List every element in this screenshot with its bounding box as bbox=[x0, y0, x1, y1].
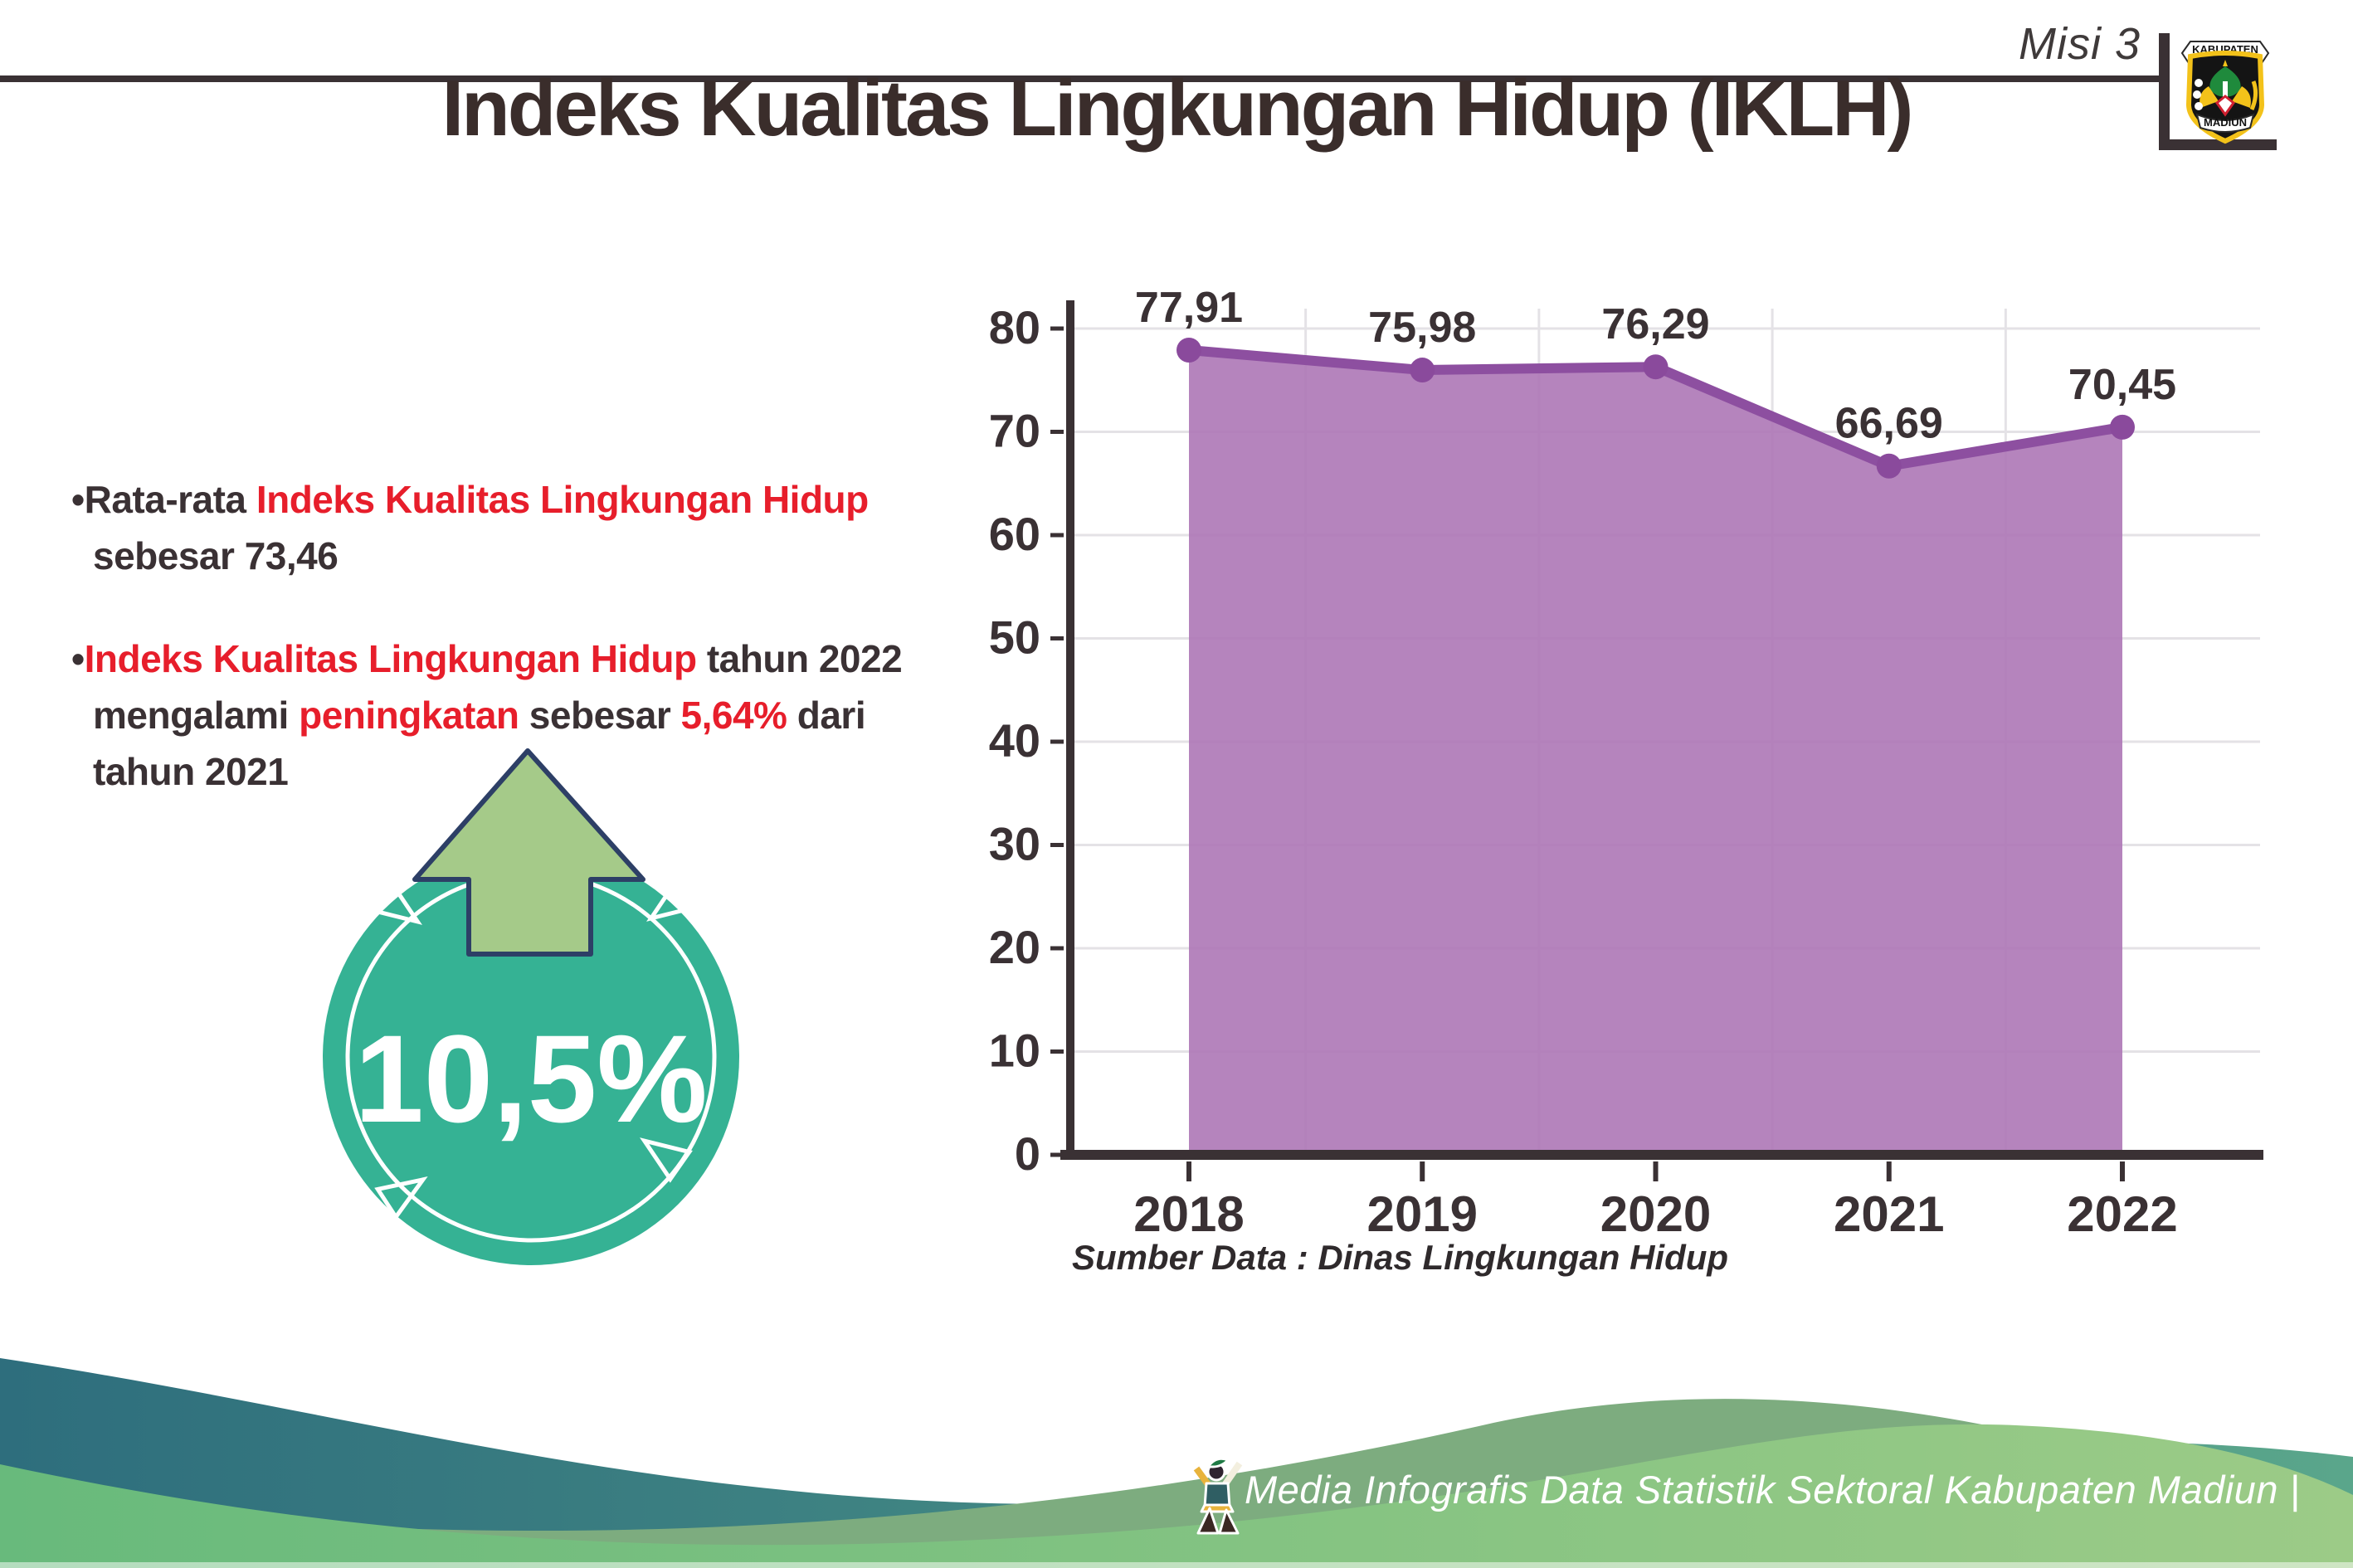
bullet-text: sebesar bbox=[519, 694, 681, 737]
logo-bracket-vertical bbox=[2159, 33, 2170, 149]
bullet-text-red: Indeks Kualitas Lingkungan Hidup bbox=[84, 637, 697, 680]
logo-inner-shield bbox=[2214, 95, 2236, 117]
data-label: 66,69 bbox=[1835, 400, 1943, 448]
data-markers bbox=[1176, 338, 2135, 479]
bullet-dot: • bbox=[71, 478, 85, 521]
data-point bbox=[1176, 338, 1201, 363]
mascot-sash bbox=[1200, 1503, 1235, 1513]
y-tick-label: 60 bbox=[989, 508, 1040, 560]
logo-star-icon bbox=[2223, 60, 2228, 66]
x-axis-line bbox=[1060, 1150, 2263, 1160]
bullet-text: dari bbox=[787, 694, 866, 737]
footer-wave bbox=[0, 1358, 2353, 1568]
badge-circle bbox=[323, 849, 739, 1265]
x-axis-ticks: 2018 2019 2020 2021 2022 bbox=[1133, 1161, 2178, 1242]
bullet-dot: • bbox=[71, 637, 85, 680]
x-tick-label: 2018 bbox=[1133, 1186, 1244, 1242]
triangle-icon bbox=[374, 1176, 428, 1221]
logo-cotton-icon bbox=[2195, 79, 2203, 87]
bullet-line: tahun 2021 bbox=[71, 743, 1001, 800]
y-tick-label: 30 bbox=[989, 818, 1040, 870]
data-point bbox=[1876, 453, 1902, 479]
source-note: Sumber Data : Dinas Lingkungan Hidup bbox=[1072, 1238, 1729, 1277]
badge-accent-triangles bbox=[369, 876, 699, 1221]
data-point bbox=[1410, 358, 1435, 383]
x-tick-label: 2020 bbox=[1600, 1186, 1711, 1242]
mascot-left-leg bbox=[1196, 1507, 1220, 1535]
logo-right-wing-icon bbox=[2232, 86, 2251, 108]
bullet-line: •Indeks Kualitas Lingkungan Hidup tahun … bbox=[71, 631, 1001, 687]
triangle-icon bbox=[369, 879, 423, 925]
data-point bbox=[1643, 354, 1669, 380]
logo-wheat-icon bbox=[2249, 80, 2258, 111]
wave-bottom-strip bbox=[0, 1562, 2353, 1568]
y-tick-label: 10 bbox=[989, 1025, 1040, 1077]
bullet-list: •Rata-rata Indeks Kualitas Lingkungan Hi… bbox=[71, 471, 1001, 800]
bullet-line: •Rata-rata Indeks Kualitas Lingkungan Hi… bbox=[71, 471, 1001, 528]
bullet-text: tahun 2022 bbox=[696, 637, 903, 680]
misi-label: Misi 3 bbox=[2018, 19, 2141, 69]
triangle-icon bbox=[639, 1137, 693, 1183]
y-tick-label: 70 bbox=[989, 405, 1040, 457]
bullet-item-average: •Rata-rata Indeks Kualitas Lingkungan Hi… bbox=[71, 471, 1001, 584]
y-tick-label: 0 bbox=[1015, 1127, 1040, 1180]
mascot-icon bbox=[1193, 1457, 1243, 1535]
logo-bracket-horizontal bbox=[2159, 139, 2277, 150]
data-label: 75,98 bbox=[1368, 304, 1476, 352]
mascot-torso bbox=[1203, 1482, 1231, 1508]
area-fill bbox=[1189, 350, 2122, 1155]
bullet-text: mengalami bbox=[93, 694, 300, 737]
increase-badge: 10,5% bbox=[323, 748, 739, 1265]
bullet-item-increase: •Indeks Kualitas Lingkungan Hidup tahun … bbox=[71, 631, 1001, 800]
footer-caption: Media Infografis Data Statistik Sektoral… bbox=[1245, 1468, 2301, 1512]
logo-cotton-icon bbox=[2195, 102, 2203, 110]
logo-left-wing-icon bbox=[2200, 86, 2219, 108]
data-point bbox=[2110, 414, 2135, 440]
y-tick-label: 40 bbox=[989, 714, 1040, 767]
data-label: 76,29 bbox=[1601, 300, 1709, 348]
triangle-icon bbox=[645, 876, 699, 922]
y-tick-label: 50 bbox=[989, 611, 1040, 664]
bullet-text-red: peningkatan bbox=[299, 694, 519, 737]
logo-tree-trunk bbox=[2223, 81, 2228, 105]
mascot-hat-leaf bbox=[1206, 1457, 1230, 1468]
data-label: 70,45 bbox=[2068, 361, 2176, 409]
iklh-area-chart: 77,91 75,98 76,29 66,69 70,45 0 10 20 30 40 50 60 70… bbox=[989, 284, 2263, 1242]
page-title: Indeks Kualitas Lingkungan Hidup (IKLH) bbox=[441, 64, 1913, 153]
bullet-line: sebesar 73,46 bbox=[71, 528, 1001, 584]
y-tick-label: 80 bbox=[989, 301, 1040, 353]
kabupaten-madiun-logo: KABUPATEN MADIUN bbox=[2180, 41, 2270, 144]
logo-banner-bottom-text: MADIUN bbox=[2204, 116, 2247, 129]
badge-value: 10,5% bbox=[354, 1009, 707, 1148]
x-tick-label: 2021 bbox=[1834, 1186, 1944, 1242]
bullet-text: Rata-rata bbox=[84, 478, 256, 521]
logo-banner-bottom-ribbon bbox=[2195, 113, 2255, 133]
y-tick-label: 20 bbox=[989, 921, 1040, 973]
y-axis-ticks: 0 10 20 30 40 50 60 70 80 bbox=[989, 301, 1064, 1180]
bullet-text: tahun 2021 bbox=[93, 750, 289, 793]
x-tick-label: 2019 bbox=[1367, 1186, 1478, 1242]
bullet-text-red: 5,64% bbox=[680, 694, 787, 737]
data-label: 77,91 bbox=[1135, 284, 1243, 332]
bullet-text-red: Indeks Kualitas Lingkungan Hidup bbox=[256, 478, 869, 521]
y-axis-line bbox=[1066, 300, 1074, 1160]
up-arrow-icon bbox=[412, 748, 645, 957]
x-tick-label: 2022 bbox=[2067, 1186, 2177, 1242]
wave-green bbox=[0, 1424, 2353, 1568]
logo-cotton-icon bbox=[2193, 90, 2201, 99]
data-labels: 77,91 75,98 76,29 66,69 70,45 bbox=[1135, 284, 2176, 448]
top-horizontal-rule bbox=[0, 75, 2161, 82]
mascot-right-arm bbox=[1221, 1461, 1243, 1488]
mascot-right-leg bbox=[1218, 1508, 1240, 1535]
bullet-text: sebesar 73,46 bbox=[93, 534, 339, 577]
bullet-line: mengalami peningkatan sebesar 5,64% dari bbox=[71, 687, 1001, 743]
